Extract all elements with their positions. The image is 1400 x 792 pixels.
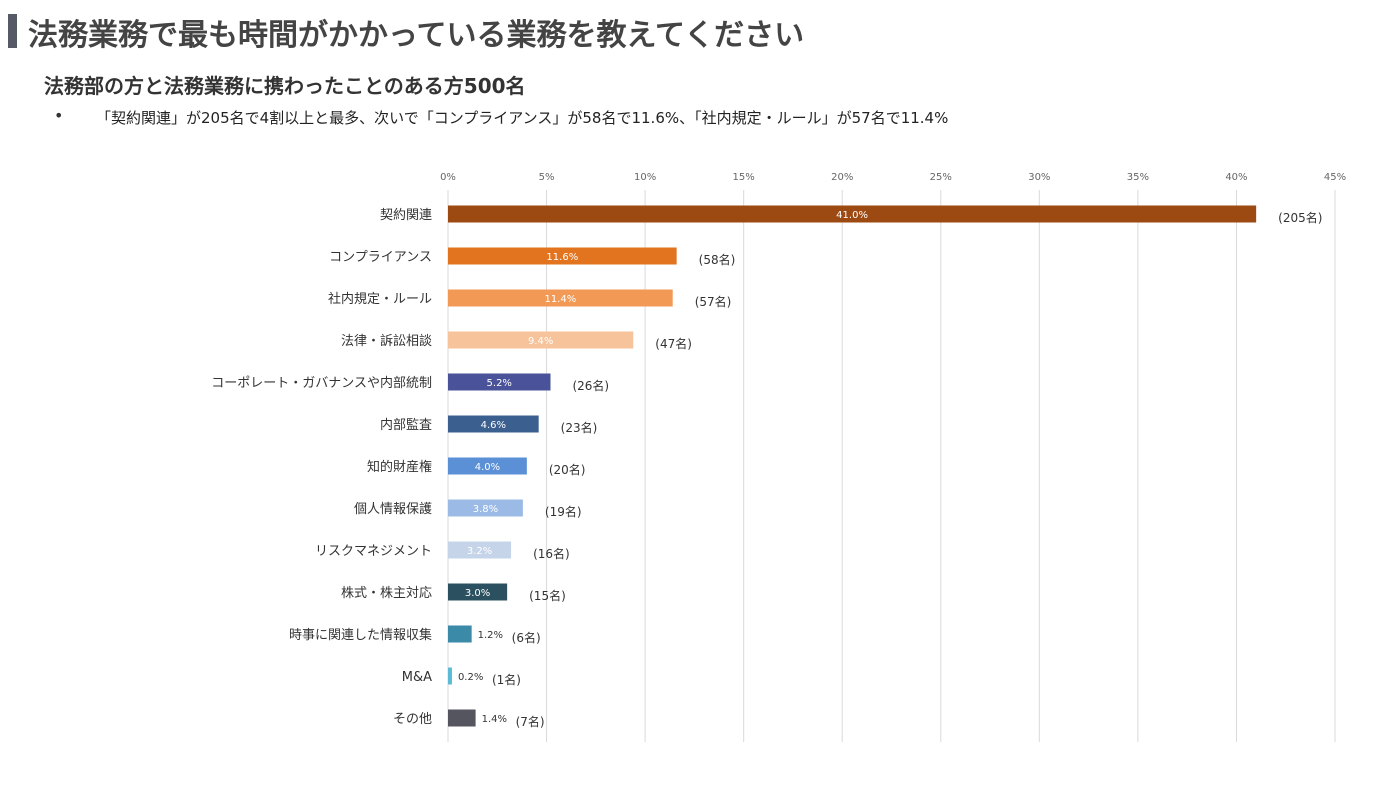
count-label: (20名) xyxy=(549,462,586,477)
page-title: 法務業務で最も時間がかかっている業務を教えてください xyxy=(28,18,805,53)
bar xyxy=(448,667,452,685)
bar xyxy=(448,247,677,265)
category-label: コンプライアンス xyxy=(329,250,432,265)
bar xyxy=(448,331,634,349)
page-subtitle: 法務部の方と法務業務に携わったことのある方500名 xyxy=(44,74,526,98)
chart-bars: 契約関連 41.0% (205名) コンプライアンス 11.6% (58名) 社内規定・ルー… xyxy=(211,205,1322,729)
value-label: 41.0% xyxy=(836,210,868,221)
count-label: (57名) xyxy=(695,294,732,309)
x-tick-label: 25% xyxy=(930,172,952,183)
value-label: 3.0% xyxy=(465,588,490,599)
count-label: (7名) xyxy=(516,714,545,729)
category-label: M&A xyxy=(402,670,432,685)
bar xyxy=(448,541,512,559)
category-label: 社内規定・ルール xyxy=(328,291,432,307)
bar xyxy=(448,415,539,433)
x-tick-label: 0% xyxy=(440,172,456,183)
value-label: 1.2% xyxy=(478,630,503,641)
bar xyxy=(448,709,476,727)
bar xyxy=(448,457,527,475)
category-label: 法律・訴訟相談 xyxy=(341,333,432,349)
count-label: (16名) xyxy=(533,546,570,561)
category-label: 時事に関連した情報収集 xyxy=(289,627,432,643)
bar xyxy=(448,625,472,643)
count-label: (15名) xyxy=(529,588,566,603)
x-tick-label: 10% xyxy=(634,172,656,183)
value-label: 3.2% xyxy=(467,546,492,557)
count-label: (47名) xyxy=(655,336,692,351)
value-label: 11.6% xyxy=(546,252,578,263)
count-label: (6名) xyxy=(512,630,541,645)
count-label: (23名) xyxy=(561,420,598,435)
x-tick-label: 20% xyxy=(831,172,853,183)
x-tick-label: 35% xyxy=(1127,172,1149,183)
value-label: 1.4% xyxy=(482,714,507,725)
bar xyxy=(448,499,523,517)
title-accent-bar xyxy=(8,14,17,48)
category-label: 契約関連 xyxy=(380,208,432,223)
count-label: (26名) xyxy=(572,378,609,393)
category-label: その他 xyxy=(393,712,432,727)
category-label: 知的財産権 xyxy=(367,459,432,475)
summary-bullet: 「契約関連」が205名で4割以上と最多、次いで「コンプライアンス」が58名で11… xyxy=(96,109,949,127)
bar xyxy=(448,373,551,391)
value-label: 4.6% xyxy=(481,420,506,431)
count-label: (58名) xyxy=(699,252,736,267)
bar xyxy=(448,205,1257,223)
value-label: 3.8% xyxy=(473,504,498,515)
x-tick-label: 45% xyxy=(1324,172,1346,183)
category-label: コーポレート・ガバナンスや内部統制 xyxy=(211,375,432,391)
category-label: 個人情報保護 xyxy=(354,501,432,517)
x-axis-tick-labels: 0% 5% 10% 15% 20% 25% 30% 35% 40% 45% xyxy=(440,172,1346,183)
value-label: 0.2% xyxy=(458,672,483,683)
value-label: 11.4% xyxy=(544,294,576,305)
bar xyxy=(448,583,508,601)
x-tick-label: 5% xyxy=(539,172,555,183)
x-tick-label: 15% xyxy=(733,172,755,183)
count-label: (1名) xyxy=(492,672,521,687)
category-label: 内部監査 xyxy=(380,417,432,433)
category-label: リスクマネジメント xyxy=(315,544,432,559)
value-label: 4.0% xyxy=(475,462,500,473)
value-label: 5.2% xyxy=(487,378,512,389)
bar xyxy=(448,289,673,307)
x-tick-label: 40% xyxy=(1225,172,1247,183)
bullet-marker: • xyxy=(54,106,64,125)
category-label: 株式・株主対応 xyxy=(341,586,432,601)
count-label: (205名) xyxy=(1278,210,1322,225)
count-label: (19名) xyxy=(545,504,582,519)
x-tick-label: 30% xyxy=(1028,172,1050,183)
value-label: 9.4% xyxy=(528,336,553,347)
chart-gridlines xyxy=(447,190,1336,742)
